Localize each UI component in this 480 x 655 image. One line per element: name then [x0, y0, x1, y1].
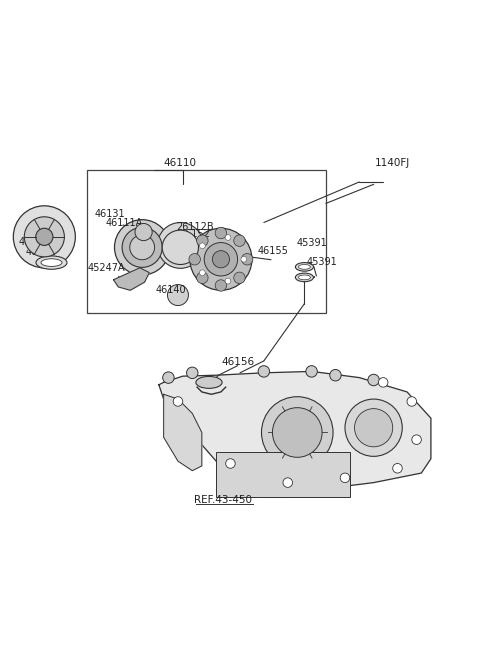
- Circle shape: [273, 407, 322, 457]
- Circle shape: [262, 397, 333, 468]
- Bar: [87, 170, 326, 313]
- Ellipse shape: [295, 273, 313, 282]
- Circle shape: [355, 409, 393, 447]
- Text: 46156: 46156: [221, 357, 254, 367]
- Circle shape: [234, 272, 245, 284]
- Circle shape: [197, 272, 208, 284]
- Circle shape: [241, 253, 253, 265]
- Bar: [216, 451, 350, 497]
- Text: 46140: 46140: [156, 286, 186, 295]
- Circle shape: [345, 399, 402, 457]
- Ellipse shape: [36, 256, 67, 269]
- Ellipse shape: [162, 230, 199, 265]
- Circle shape: [234, 235, 245, 246]
- Text: 46152: 46152: [179, 229, 210, 240]
- Circle shape: [122, 227, 162, 267]
- Circle shape: [306, 365, 317, 377]
- Circle shape: [197, 235, 208, 246]
- Circle shape: [393, 464, 402, 473]
- Circle shape: [168, 284, 189, 305]
- Circle shape: [189, 253, 200, 265]
- Text: 45391: 45391: [307, 257, 337, 267]
- Circle shape: [225, 234, 231, 240]
- Circle shape: [24, 217, 64, 257]
- Polygon shape: [164, 394, 202, 471]
- Circle shape: [407, 397, 417, 406]
- Circle shape: [187, 367, 198, 379]
- Ellipse shape: [157, 223, 203, 269]
- Text: 46110: 46110: [164, 158, 197, 168]
- Circle shape: [204, 242, 238, 276]
- Circle shape: [130, 235, 155, 260]
- Circle shape: [258, 365, 270, 377]
- Circle shape: [283, 478, 292, 487]
- Circle shape: [215, 280, 227, 291]
- Ellipse shape: [196, 377, 222, 388]
- Circle shape: [115, 219, 170, 275]
- Circle shape: [36, 228, 53, 246]
- Polygon shape: [114, 268, 149, 290]
- Circle shape: [241, 256, 247, 262]
- Circle shape: [225, 278, 231, 284]
- Circle shape: [330, 369, 341, 381]
- Circle shape: [412, 435, 421, 445]
- Ellipse shape: [295, 263, 313, 271]
- Text: 26112B: 26112B: [176, 222, 214, 233]
- Circle shape: [340, 473, 350, 483]
- Ellipse shape: [299, 265, 311, 269]
- Ellipse shape: [41, 259, 62, 267]
- Text: 45247A: 45247A: [87, 263, 125, 273]
- Circle shape: [200, 243, 205, 249]
- Text: 46111A: 46111A: [106, 219, 143, 229]
- Text: 46131: 46131: [95, 209, 125, 219]
- Text: REF.43-450: REF.43-450: [194, 495, 252, 505]
- Circle shape: [368, 374, 379, 386]
- Circle shape: [215, 227, 227, 238]
- Circle shape: [226, 458, 235, 468]
- Circle shape: [163, 372, 174, 383]
- Text: 1140FJ: 1140FJ: [375, 158, 410, 168]
- Polygon shape: [159, 371, 431, 497]
- Circle shape: [190, 228, 252, 290]
- Ellipse shape: [299, 275, 311, 280]
- Circle shape: [135, 223, 152, 240]
- Circle shape: [200, 270, 205, 276]
- Circle shape: [173, 397, 183, 406]
- Circle shape: [378, 378, 388, 387]
- Text: 46158: 46158: [25, 247, 56, 257]
- Circle shape: [13, 206, 75, 268]
- Text: 45391: 45391: [296, 238, 327, 248]
- Text: 45100: 45100: [18, 236, 49, 246]
- Text: 46155: 46155: [258, 246, 289, 256]
- Circle shape: [212, 251, 229, 268]
